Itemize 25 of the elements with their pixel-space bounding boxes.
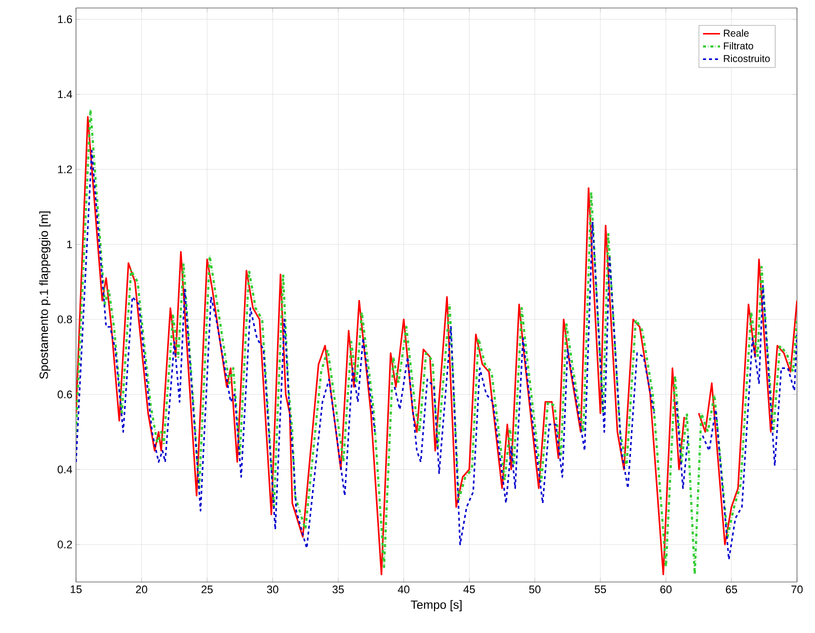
x-tick-label: 55	[594, 586, 606, 594]
legend-label: Ricostruito	[724, 54, 770, 62]
x-tick-label: 30	[266, 586, 278, 594]
y-tick-label: 1.6	[58, 15, 72, 24]
y-tick-label: 0.6	[58, 390, 72, 398]
x-tick-label: 45	[463, 586, 475, 594]
y-tick-label: 0.2	[58, 540, 72, 548]
x-tick-label: 70	[791, 586, 803, 594]
legend-label: Filtrato	[724, 42, 754, 50]
y-axis-title: Spostamento p.1 flappeggio [m]	[39, 211, 50, 379]
y-tick-label: 1.2	[58, 166, 72, 174]
x-tick-label: 25	[202, 586, 213, 594]
y-tick-label: 0.8	[58, 316, 72, 324]
x-tick-label: 65	[726, 586, 738, 594]
x-tick-label: 60	[660, 586, 672, 594]
x-tick-label: 20	[136, 586, 148, 594]
x-axis-title: Tempo [s]	[410, 600, 462, 612]
legend-label: Reale	[724, 29, 749, 37]
x-tick-label: 15	[70, 586, 82, 594]
y-tick-label: 1.4	[58, 90, 72, 98]
y-tick-label: 0.4	[58, 466, 72, 474]
x-tick-label: 35	[332, 586, 344, 594]
y-tick-label: 1	[67, 240, 72, 248]
x-tick-label: 40	[398, 586, 410, 594]
x-tick-label: 50	[529, 586, 540, 594]
